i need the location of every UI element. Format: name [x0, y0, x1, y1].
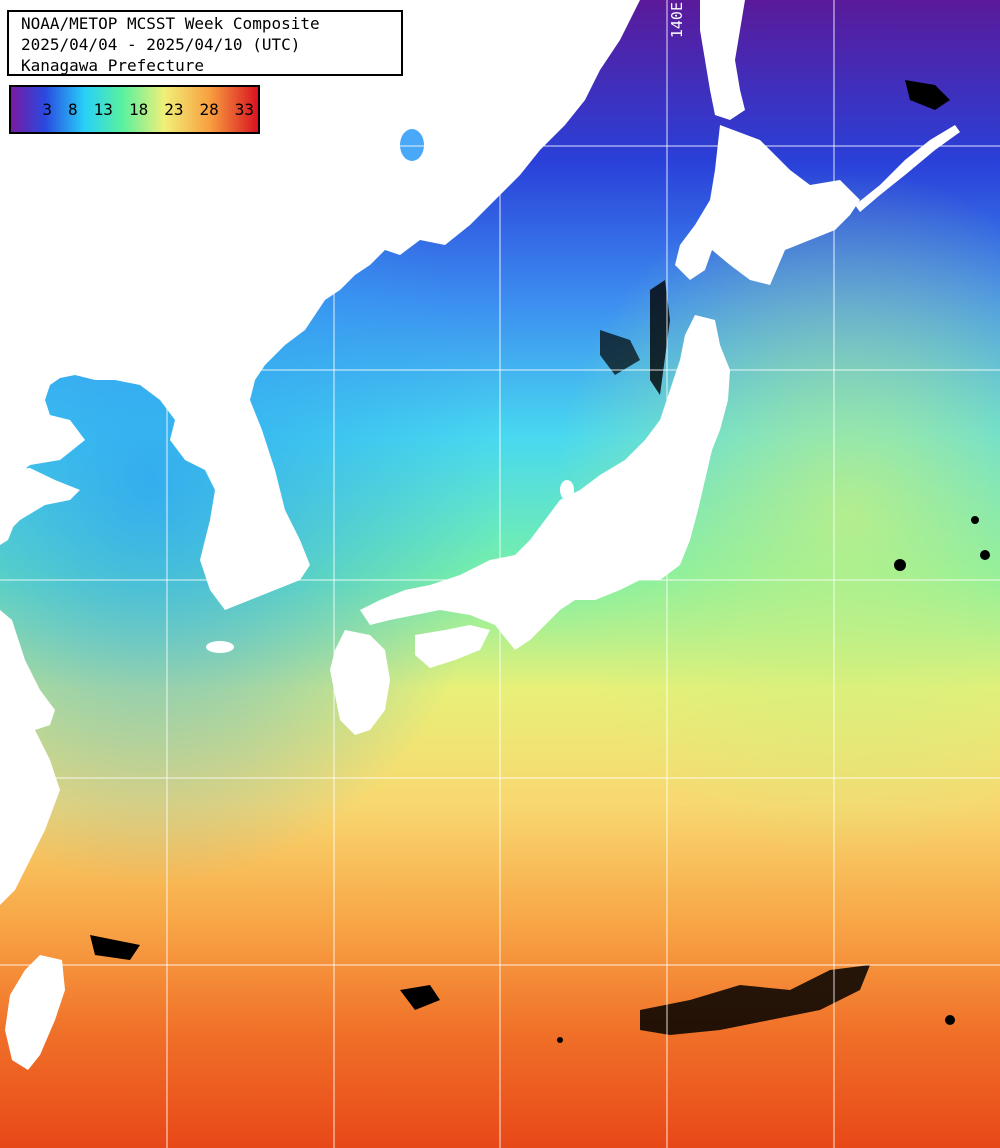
temperature-legend: 3 8 13 18 23 28 33 [9, 85, 260, 134]
legend-label: 8 [68, 100, 78, 119]
legend-label: 18 [128, 100, 149, 119]
legend-label: 23 [164, 100, 184, 119]
land-china-coast [0, 610, 60, 905]
land-hokkaido [675, 125, 860, 285]
land-kuril-arc [855, 125, 960, 212]
land-liaodong [0, 328, 75, 405]
longitude-label-140e: 140E [668, 2, 686, 39]
legend-label: 28 [199, 100, 219, 119]
title-product: NOAA/METOP MCSST Week Composite [21, 14, 320, 33]
legend-bar [10, 86, 259, 133]
land-shandong [0, 468, 80, 540]
cloud-patches [90, 80, 990, 1043]
land-rebun-islet [400, 129, 424, 161]
title-block: NOAA/METOP MCSST Week Composite 2025/04/… [7, 10, 403, 76]
latitude-label-40n: 40N [14, 352, 42, 370]
legend-label: 33 [234, 100, 254, 119]
title-date-range: 2025/04/04 - 2025/04/10 (UTC) [21, 35, 301, 54]
legend-label: 3 [42, 100, 53, 119]
title-region: Kanagawa Prefecture [21, 56, 205, 75]
land-kyushu [330, 630, 390, 735]
land-taiwan [5, 955, 65, 1070]
land-sakhalin [700, 0, 745, 120]
legend-label: 13 [93, 100, 113, 119]
land-asia-mainland [0, 0, 640, 610]
land-honshu [360, 315, 730, 650]
land-jeju [206, 641, 234, 653]
land-sado [560, 480, 574, 500]
land-shikoku [415, 625, 490, 668]
